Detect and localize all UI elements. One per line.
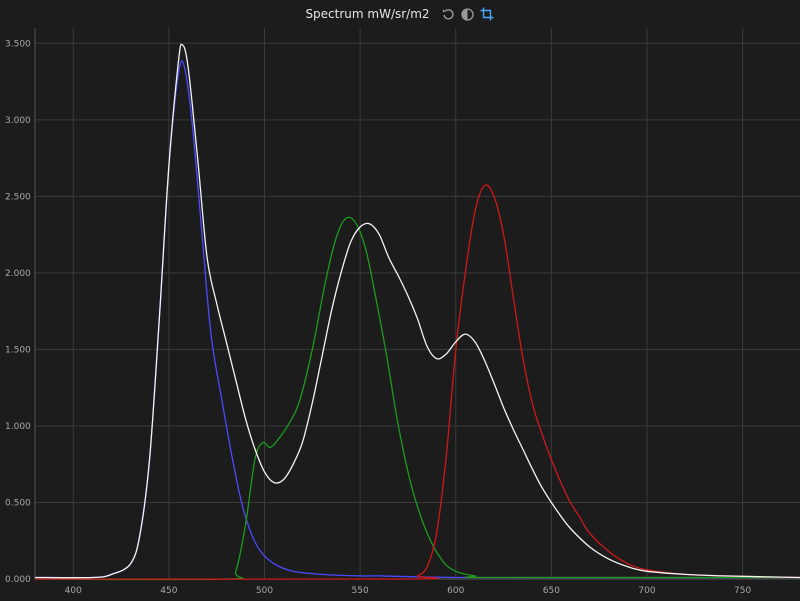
contrast-icon[interactable] — [460, 6, 476, 22]
y-tick-label: 2.500 — [5, 192, 31, 202]
x-tick-label: 700 — [638, 586, 655, 596]
y-tick-label: 2.000 — [5, 269, 31, 279]
x-tick-label: 550 — [352, 586, 369, 596]
x-tick-label: 500 — [256, 586, 273, 596]
series-line-2 — [34, 184, 800, 580]
crop-icon[interactable] — [479, 6, 495, 22]
y-tick-label: 1.000 — [5, 422, 31, 432]
x-tick-label: 600 — [447, 586, 464, 596]
y-tick-label: 3.000 — [5, 116, 31, 126]
chart-title: Spectrum mW/sr/m2 — [305, 7, 430, 21]
x-tick-label: 450 — [160, 586, 177, 596]
y-tick-label: 1.500 — [5, 345, 31, 355]
y-tick-label: 0.000 — [5, 575, 31, 585]
x-tick-label: 650 — [543, 586, 560, 596]
series-line-3 — [34, 43, 800, 579]
y-tick-label: 3.500 — [5, 39, 31, 49]
series-line-1 — [34, 216, 800, 581]
reset-icon[interactable] — [441, 6, 457, 22]
x-tick-label: 750 — [734, 586, 751, 596]
chart-title-bar: Spectrum mW/sr/m2 — [0, 0, 800, 28]
x-tick-label: 400 — [65, 586, 82, 596]
y-tick-label: 0.500 — [5, 498, 31, 508]
